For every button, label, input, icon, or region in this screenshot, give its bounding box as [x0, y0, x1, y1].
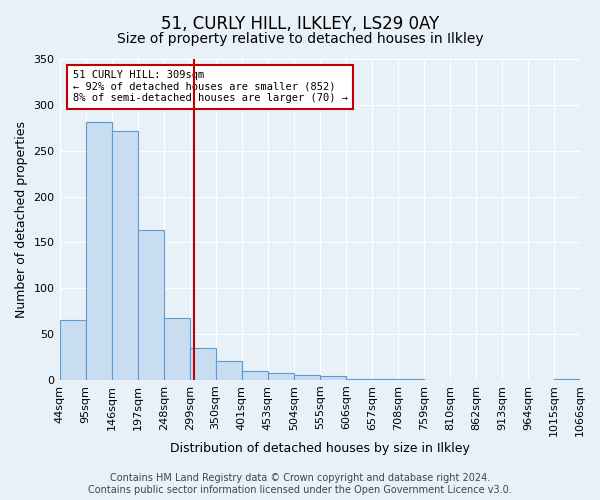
Y-axis label: Number of detached properties: Number of detached properties [15, 121, 28, 318]
Bar [346, 379, 372, 380]
Bar [59, 320, 86, 380]
Text: 51, CURLY HILL, ILKLEY, LS29 0AY: 51, CURLY HILL, ILKLEY, LS29 0AY [161, 15, 439, 33]
Bar [164, 318, 190, 380]
Bar [86, 122, 112, 380]
Bar [320, 376, 346, 380]
Bar [242, 370, 268, 380]
Bar [372, 379, 398, 380]
Bar [554, 379, 580, 380]
Text: Size of property relative to detached houses in Ilkley: Size of property relative to detached ho… [116, 32, 484, 46]
Text: 51 CURLY HILL: 309sqm
← 92% of detached houses are smaller (852)
8% of semi-deta: 51 CURLY HILL: 309sqm ← 92% of detached … [73, 70, 347, 103]
Text: Contains HM Land Registry data © Crown copyright and database right 2024.
Contai: Contains HM Land Registry data © Crown c… [88, 474, 512, 495]
Bar [294, 375, 320, 380]
Bar [215, 360, 242, 380]
Bar [190, 348, 215, 380]
Bar [398, 379, 424, 380]
Bar [137, 230, 164, 380]
X-axis label: Distribution of detached houses by size in Ilkley: Distribution of detached houses by size … [170, 442, 470, 455]
Bar [112, 130, 137, 380]
Bar [268, 374, 294, 380]
